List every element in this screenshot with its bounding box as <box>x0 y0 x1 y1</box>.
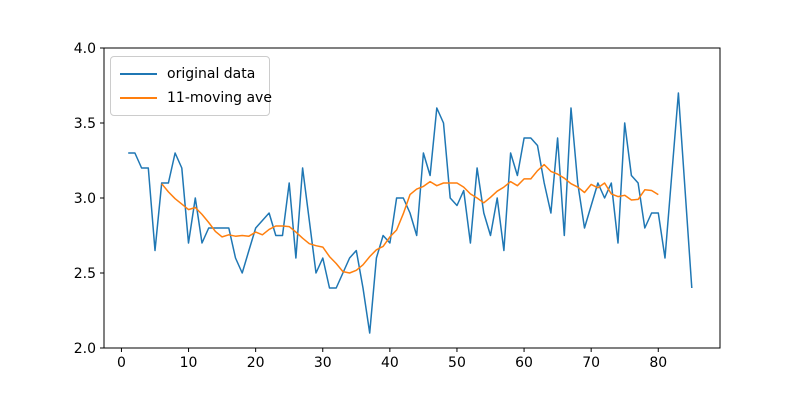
x-tick-label: 30 <box>314 355 332 371</box>
x-tick-label: 80 <box>649 355 667 371</box>
legend-label-original-data: original data <box>167 66 256 82</box>
legend-entry-original-data: original data <box>120 62 261 86</box>
x-tick-label: 10 <box>180 355 198 371</box>
axis-tick-labels: 0 10 20 30 40 50 60 70 80 2.0 2.5 3.0 3.5 4.0 <box>74 41 667 371</box>
axis-ticks <box>100 47 659 352</box>
x-tick-label: 0 <box>117 355 126 371</box>
moving-average-line <box>161 163 659 274</box>
x-tick-label: 20 <box>247 355 265 371</box>
y-tick-label: 2.5 <box>74 266 96 282</box>
original-data-line-swatch <box>120 73 157 75</box>
x-tick-label: 50 <box>448 355 466 371</box>
y-tick-label: 3.5 <box>74 116 96 132</box>
x-tick-label: 40 <box>381 355 399 371</box>
x-tick-label: 60 <box>515 355 533 371</box>
original-data-line <box>128 92 693 334</box>
y-tick-label: 4.0 <box>74 41 96 57</box>
plot-spines <box>103 47 721 349</box>
x-tick-label: 70 <box>582 355 600 371</box>
legend: original data 11-moving ave <box>110 56 272 116</box>
data-lines <box>128 92 693 334</box>
y-tick-label: 3.0 <box>74 191 96 207</box>
moving-ave-line-swatch <box>120 97 157 99</box>
y-tick-label: 2.0 <box>74 341 96 357</box>
legend-entry-moving-ave: 11-moving ave <box>120 86 272 110</box>
legend-label-moving-ave: 11-moving ave <box>167 90 272 106</box>
